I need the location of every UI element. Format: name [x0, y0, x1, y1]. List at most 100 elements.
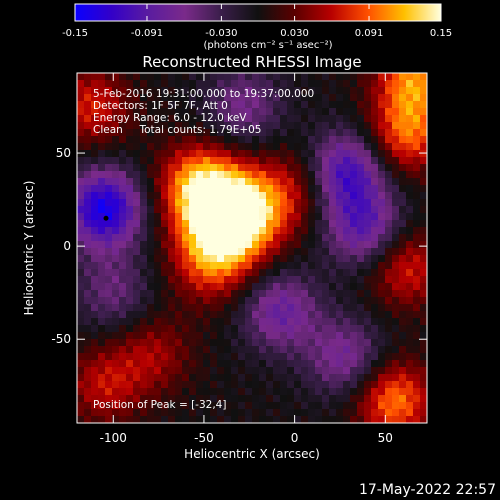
heatmap-cell: [336, 143, 344, 151]
heatmap-cell: [133, 171, 141, 179]
heatmap-cell: [224, 353, 232, 361]
heatmap-cell: [126, 199, 134, 207]
heatmap-cell: [357, 318, 365, 326]
heatmap-cell: [119, 297, 127, 305]
heatmap-cell: [336, 290, 344, 298]
heatmap-cell: [84, 108, 92, 116]
heatmap-cell: [336, 87, 344, 95]
heatmap-cell: [420, 73, 427, 81]
heatmap-cell: [308, 339, 316, 347]
heatmap-cell: [168, 304, 176, 312]
heatmap-cell: [154, 318, 162, 326]
heatmap-cell: [189, 374, 197, 382]
heatmap-cell: [105, 129, 113, 137]
heatmap-cell: [322, 171, 330, 179]
heatmap-cell: [294, 234, 302, 242]
heatmap-cell: [217, 164, 225, 172]
heatmap-cell: [203, 416, 211, 423]
heatmap-cell: [406, 241, 414, 249]
heatmap-cell: [399, 367, 407, 375]
heatmap-cell: [364, 311, 372, 319]
heatmap-cell: [238, 80, 246, 88]
heatmap-cell: [140, 157, 148, 165]
heatmap-cell: [350, 402, 358, 410]
heatmap-cell: [189, 402, 197, 410]
heatmap-cell: [357, 360, 365, 368]
heatmap-cell: [175, 101, 183, 109]
heatmap-cell: [413, 339, 421, 347]
heatmap-cell: [252, 157, 260, 165]
heatmap-cell: [385, 255, 393, 263]
heatmap-cell: [189, 192, 197, 200]
heatmap-cell: [203, 150, 211, 158]
heatmap-cell: [280, 269, 288, 277]
heatmap-cell: [154, 164, 162, 172]
heatmap-cell: [329, 325, 337, 333]
heatmap-cell: [133, 129, 141, 137]
heatmap-cell: [294, 269, 302, 277]
heatmap-cell: [126, 255, 134, 263]
heatmap-cell: [301, 269, 309, 277]
heatmap-cell: [364, 416, 372, 423]
heatmap-cell: [105, 353, 113, 361]
heatmap-cell: [84, 290, 92, 298]
heatmap-cell: [168, 234, 176, 242]
heatmap-cell: [252, 227, 260, 235]
heatmap-cell: [329, 339, 337, 347]
heatmap-cell: [133, 311, 141, 319]
heatmap-cell: [385, 220, 393, 228]
heatmap-cell: [280, 395, 288, 403]
heatmap-cell: [259, 311, 267, 319]
heatmap-cell: [399, 304, 407, 312]
heatmap-cell: [350, 269, 358, 277]
heatmap-cell: [84, 206, 92, 214]
heatmap-cell: [161, 122, 169, 130]
heatmap-cell: [336, 248, 344, 256]
heatmap-cell: [182, 101, 190, 109]
heatmap-cell: [126, 402, 134, 410]
heatmap-cell: [98, 213, 106, 221]
heatmap-cell: [224, 192, 232, 200]
heatmap-cell: [301, 346, 309, 354]
heatmap-cell: [84, 248, 92, 256]
heatmap-cell: [168, 171, 176, 179]
heatmap-cell: [406, 248, 414, 256]
heatmap-cell: [210, 318, 218, 326]
heatmap-cell: [357, 157, 365, 165]
heatmap-cell: [364, 171, 372, 179]
heatmap-cell: [350, 241, 358, 249]
heatmap-cell: [154, 129, 162, 137]
heatmap-cell: [343, 381, 351, 389]
heatmap-cell: [280, 136, 288, 144]
heatmap-cell: [301, 318, 309, 326]
heatmap-cell: [301, 136, 309, 144]
heatmap-cell: [245, 248, 253, 256]
heatmap-cell: [420, 115, 427, 123]
heatmap-cell: [224, 185, 232, 193]
heatmap-cell: [287, 101, 295, 109]
heatmap-cell: [245, 290, 253, 298]
heatmap-cell: [350, 374, 358, 382]
heatmap-cell: [154, 290, 162, 298]
heatmap-cell: [315, 157, 323, 165]
heatmap-cell: [119, 353, 127, 361]
heatmap-cell: [273, 164, 281, 172]
heatmap-cell: [392, 283, 400, 291]
heatmap-cell: [343, 325, 351, 333]
heatmap-cell: [336, 192, 344, 200]
heatmap-cell: [315, 360, 323, 368]
heatmap-cell: [301, 234, 309, 242]
heatmap-cell: [112, 283, 120, 291]
heatmap-cell: [280, 227, 288, 235]
heatmap-cell: [245, 409, 253, 417]
heatmap-cell: [105, 164, 113, 172]
heatmap-cell: [112, 227, 120, 235]
heatmap-cell: [119, 311, 127, 319]
heatmap-cell: [392, 213, 400, 221]
heatmap-cell: [259, 402, 267, 410]
heatmap-cell: [357, 381, 365, 389]
heatmap-cell: [343, 185, 351, 193]
heatmap-cell: [378, 108, 386, 116]
heatmap-cell: [308, 94, 316, 102]
heatmap-cell: [266, 108, 274, 116]
